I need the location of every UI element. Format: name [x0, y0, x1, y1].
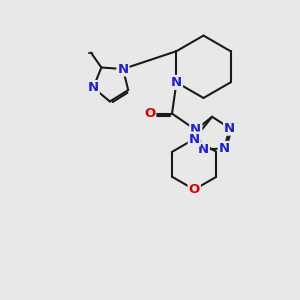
Text: N: N: [189, 133, 200, 146]
Text: N: N: [117, 62, 128, 76]
Text: N: N: [171, 76, 182, 89]
Text: N: N: [190, 123, 201, 136]
Text: N: N: [219, 142, 230, 155]
Text: N: N: [88, 81, 99, 94]
Text: O: O: [189, 183, 200, 196]
Text: N: N: [198, 143, 209, 156]
Text: O: O: [144, 107, 155, 120]
Text: N: N: [224, 122, 235, 135]
